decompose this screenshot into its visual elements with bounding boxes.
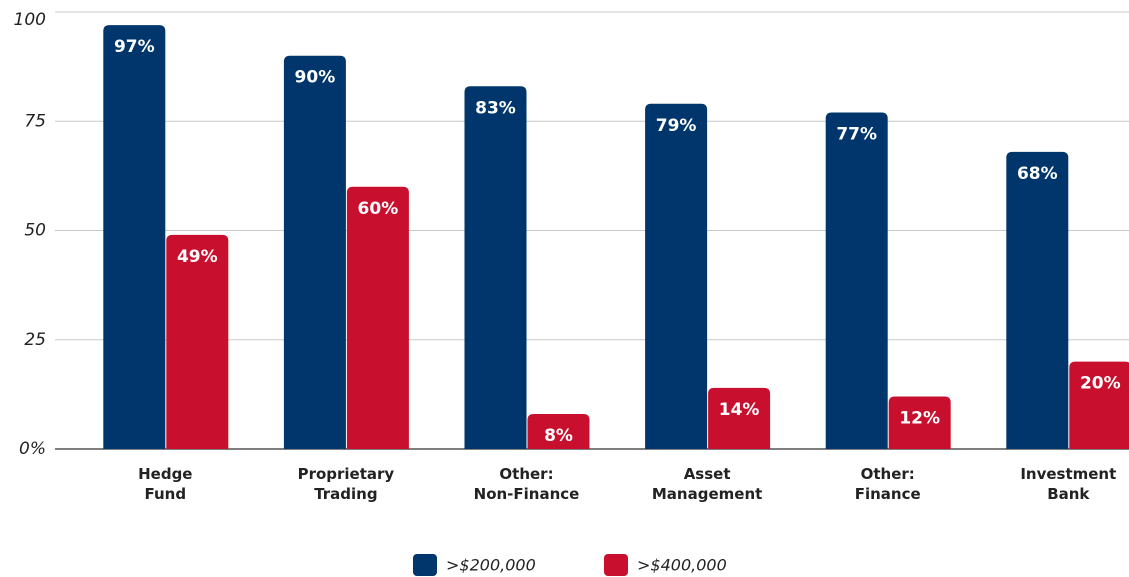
data-label: 79% [656, 116, 697, 136]
legend-label: >$400,000 [637, 556, 727, 575]
bar [103, 25, 166, 450]
x-tick-label: Other: Finance [855, 465, 921, 503]
data-label: 83% [475, 98, 516, 118]
legend-swatch [413, 554, 437, 576]
data-label: 49% [177, 247, 218, 267]
x-tick-label: Proprietary Trading [298, 465, 395, 503]
data-label: 90% [295, 68, 336, 88]
y-tick-label: 0% [19, 439, 46, 459]
bar [527, 414, 590, 449]
data-label: 68% [1017, 164, 1058, 184]
data-label: 12% [899, 409, 940, 429]
bar [888, 396, 951, 449]
y-tick-label: 25 [24, 330, 46, 350]
data-label: 14% [719, 400, 760, 420]
bar [283, 55, 346, 449]
bar [708, 387, 771, 449]
bar [166, 234, 229, 449]
x-tick-label: Asset Management [652, 465, 762, 503]
data-label: 77% [836, 125, 877, 145]
legend-swatch [604, 554, 628, 576]
data-label: 60% [358, 199, 399, 219]
bar [464, 86, 527, 449]
x-tick-label: Hedge Fund [138, 465, 192, 503]
data-label: 97% [114, 37, 155, 57]
y-tick-label: 75 [24, 111, 46, 131]
bar [1069, 361, 1129, 449]
legend-label: >$200,000 [446, 556, 536, 575]
y-tick-label: 50 [24, 221, 46, 241]
x-tick-label: Investment Bank [1020, 465, 1116, 503]
y-tick-label: 100 [14, 10, 46, 30]
x-tick-label: Other: Non-Finance [474, 465, 580, 503]
bar [1006, 151, 1069, 449]
bar [825, 112, 888, 449]
bar [346, 186, 409, 450]
data-label: 20% [1080, 374, 1121, 394]
bar [645, 103, 708, 450]
data-label: 8% [544, 426, 573, 446]
